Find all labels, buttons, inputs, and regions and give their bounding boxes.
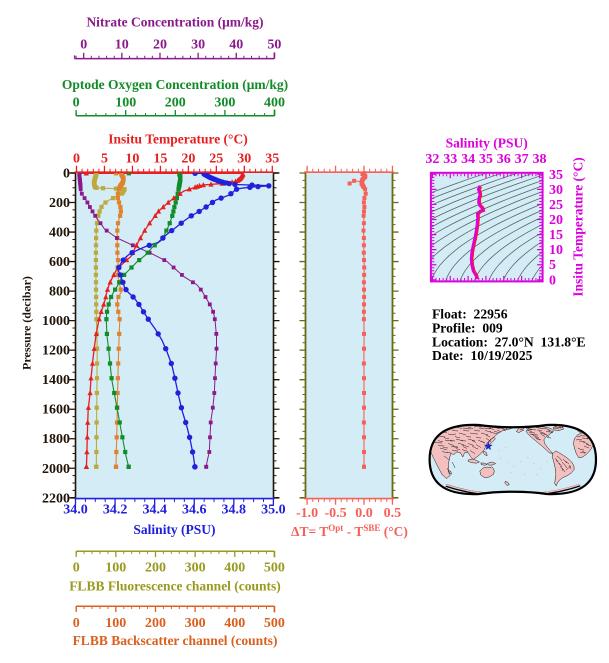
svg-text:0: 0 (549, 273, 556, 288)
svg-text:1200: 1200 (42, 344, 70, 359)
svg-text:800: 800 (49, 285, 70, 300)
svg-text:0: 0 (73, 96, 80, 111)
svg-text:35: 35 (549, 168, 563, 183)
svg-text:FLBB Backscatter channel (coun: FLBB Backscatter channel (counts) (73, 633, 278, 648)
svg-text:10: 10 (125, 152, 139, 167)
svg-text:36: 36 (497, 152, 511, 167)
svg-text:35: 35 (479, 152, 493, 167)
svg-text:25: 25 (209, 152, 223, 167)
svg-text:38: 38 (533, 152, 547, 167)
svg-text:0: 0 (73, 152, 80, 167)
svg-text:5: 5 (101, 152, 108, 167)
svg-text:300: 300 (185, 616, 206, 631)
svg-text:0: 0 (73, 561, 80, 576)
svg-text:ΔT= TOpt - TSBE (°C): ΔT= TOpt - TSBE (°C) (291, 523, 408, 539)
svg-text:1400: 1400 (42, 373, 70, 388)
svg-text:Insitu Temperature (°C): Insitu Temperature (°C) (108, 132, 247, 147)
svg-text:10: 10 (115, 38, 129, 53)
svg-text:35.0: 35.0 (261, 503, 286, 518)
svg-text:Date: 10/19/2025: Date: 10/19/2025 (432, 348, 533, 363)
svg-text:100: 100 (105, 616, 126, 631)
svg-text:34.8: 34.8 (222, 503, 247, 518)
svg-text:30: 30 (191, 38, 205, 53)
svg-text:1600: 1600 (42, 403, 70, 418)
svg-text:1000: 1000 (42, 314, 70, 329)
svg-text:FLBB Fluorescence channel (cou: FLBB Fluorescence channel (counts) (69, 579, 281, 594)
svg-text:300: 300 (185, 561, 206, 576)
svg-text:200: 200 (49, 196, 70, 211)
svg-text:Salinity (PSU): Salinity (PSU) (133, 522, 215, 537)
svg-text:20: 20 (153, 38, 167, 53)
svg-text:400: 400 (224, 616, 245, 631)
svg-text:0.5: 0.5 (384, 506, 402, 521)
svg-text:40: 40 (229, 38, 243, 53)
svg-text:30: 30 (549, 183, 563, 198)
svg-text:-1.0: -1.0 (296, 506, 318, 521)
svg-text:100: 100 (105, 561, 126, 576)
svg-text:37: 37 (515, 152, 529, 167)
svg-text:500: 500 (264, 561, 285, 576)
svg-text:5: 5 (549, 258, 556, 273)
svg-text:Optode Oxygen Concentration (μ: Optode Oxygen Concentration (μm/kg) (62, 77, 288, 92)
svg-text:2000: 2000 (42, 462, 70, 477)
svg-text:Profile: 009: Profile: 009 (432, 320, 503, 335)
svg-text:200: 200 (145, 616, 166, 631)
svg-text:32: 32 (425, 152, 439, 167)
svg-text:34.6: 34.6 (182, 503, 207, 518)
svg-text:34: 34 (461, 152, 475, 167)
svg-text:400: 400 (264, 96, 285, 111)
svg-text:500: 500 (264, 616, 285, 631)
svg-text:200: 200 (165, 96, 186, 111)
svg-text:30: 30 (237, 152, 251, 167)
svg-text:33: 33 (443, 152, 457, 167)
svg-text:Nitrate Concentration (μm/kg): Nitrate Concentration (μm/kg) (86, 15, 263, 30)
svg-text:10: 10 (549, 243, 563, 258)
svg-text:34.4: 34.4 (142, 503, 167, 518)
svg-text:0: 0 (80, 38, 87, 53)
svg-text:34.0: 34.0 (63, 503, 88, 518)
svg-text:20: 20 (549, 213, 563, 228)
svg-text:300: 300 (214, 96, 235, 111)
svg-text:35: 35 (265, 152, 279, 167)
svg-text:Location: 27.0°N 131.8°E: Location: 27.0°N 131.8°E (432, 334, 586, 349)
svg-text:200: 200 (145, 561, 166, 576)
svg-text:0.0: 0.0 (355, 506, 373, 521)
svg-text:15: 15 (549, 228, 563, 243)
svg-text:0: 0 (73, 616, 80, 631)
svg-text:15: 15 (153, 152, 167, 167)
svg-text:400: 400 (49, 226, 70, 241)
svg-text:2200: 2200 (42, 491, 70, 506)
svg-text:Salinity (PSU): Salinity (PSU) (446, 136, 528, 151)
svg-text:Pressure (decibar): Pressure (decibar) (20, 276, 34, 370)
svg-text:600: 600 (49, 255, 70, 270)
svg-text:1800: 1800 (42, 432, 70, 447)
svg-text:50: 50 (267, 38, 281, 53)
svg-text:20: 20 (181, 152, 195, 167)
svg-text:0: 0 (63, 167, 70, 182)
svg-text:100: 100 (115, 96, 136, 111)
svg-text:-0.5: -0.5 (325, 506, 347, 521)
svg-text:400: 400 (224, 561, 245, 576)
svg-text:25: 25 (549, 198, 563, 213)
svg-text:Insitu Temperature (°C): Insitu Temperature (°C) (571, 157, 586, 296)
svg-text:Float: 22956: Float: 22956 (432, 307, 508, 322)
svg-text:34.2: 34.2 (103, 503, 128, 518)
